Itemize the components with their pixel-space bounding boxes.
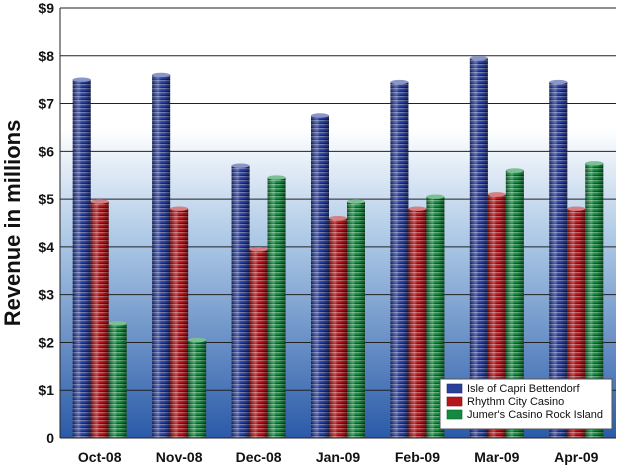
bar [329,216,347,438]
bar-shading [72,79,91,439]
x-category-label: Nov-08 [156,449,203,465]
bar-top [90,199,109,204]
y-tick-label: 0 [46,430,54,446]
bar-top [505,168,524,173]
bar-top [311,113,329,118]
bar-top [108,321,127,326]
bar [108,321,127,438]
bar-shading [231,165,250,438]
bar-shading [249,249,268,438]
bar [311,113,329,438]
bar-top [170,206,189,211]
y-tick-label: $3 [38,287,54,303]
legend-swatch [446,409,463,420]
bar [188,337,207,438]
bar [390,79,409,439]
bar-top [390,79,409,85]
bar-shading [108,323,127,438]
y-tick-label: $6 [38,143,54,159]
bar-top [329,216,347,221]
bar-top [426,194,445,199]
bar-shading [408,208,427,438]
bar-top [267,175,286,180]
bar-shading [390,82,409,439]
bar-shading [469,58,488,439]
bar [469,55,488,439]
y-tick-label: $4 [38,239,54,255]
x-category-label: Feb-09 [395,449,440,465]
bar-top [347,199,365,204]
bar-top [469,55,488,61]
bar-shading [152,74,171,438]
y-tick-label: $8 [38,48,54,64]
x-category-label: Jan-09 [316,449,361,465]
bar-top [585,161,604,166]
bar-shading [487,194,506,438]
bar-shading [188,340,207,438]
bar [90,199,109,438]
x-category-label: Dec-08 [236,449,282,465]
bar-top [408,206,427,211]
legend-box [439,378,613,430]
x-category-label: Oct-08 [78,449,122,465]
bar [267,175,286,438]
bar-shading [505,170,524,438]
legend-swatch [446,396,463,407]
legend-label: Jumer's Casino Rock Island [467,409,603,421]
bar [347,199,365,438]
bars [72,55,604,439]
bar [505,168,524,438]
bar-top [152,72,171,78]
bar-shading [170,208,189,438]
bar-shading [267,177,286,438]
y-tick-label: $1 [38,382,54,398]
bar-top [567,206,586,211]
bar [426,194,445,438]
y-tick-label: $7 [38,96,54,112]
y-axis-label: Revenue in millions [0,120,25,327]
legend-swatch [446,383,463,394]
bar-top [231,163,250,168]
bar-top [549,79,568,85]
x-category-labels: Oct-08 Nov-08 Dec-08 Jan-09 Feb-09 Mar-09 Apr-… [78,449,599,465]
bar-shading [311,115,329,438]
bar-shading [90,201,109,438]
bar [408,206,427,438]
bar [585,161,604,438]
bar-shading [585,163,604,438]
bar-shading [347,201,365,438]
y-tick-label: $2 [38,334,54,350]
bar-shading [329,218,347,438]
y-tick-label: $9 [38,0,54,16]
bar [487,192,506,438]
legend-label: Isle of Capri Bettendorf [467,383,580,395]
bar [170,206,189,438]
bar [72,77,91,439]
bar-top [72,77,91,82]
bar [249,247,268,438]
x-category-label: Apr-09 [554,449,599,465]
bar-shading [426,196,445,438]
bar-top [487,192,506,197]
legend-label: Rhythm City Casino [467,396,564,408]
bar [231,163,250,438]
x-category-label: Mar-09 [474,449,519,465]
bar-shading [549,82,568,439]
bar [152,72,171,438]
bar-top [188,337,207,343]
y-tick-label: $5 [38,191,54,207]
bar-top [249,247,268,252]
bar [549,79,568,439]
y-tick-labels: 0 $1 $2 $3 $4 $5 $6 $7 $8 $9 [38,0,54,446]
